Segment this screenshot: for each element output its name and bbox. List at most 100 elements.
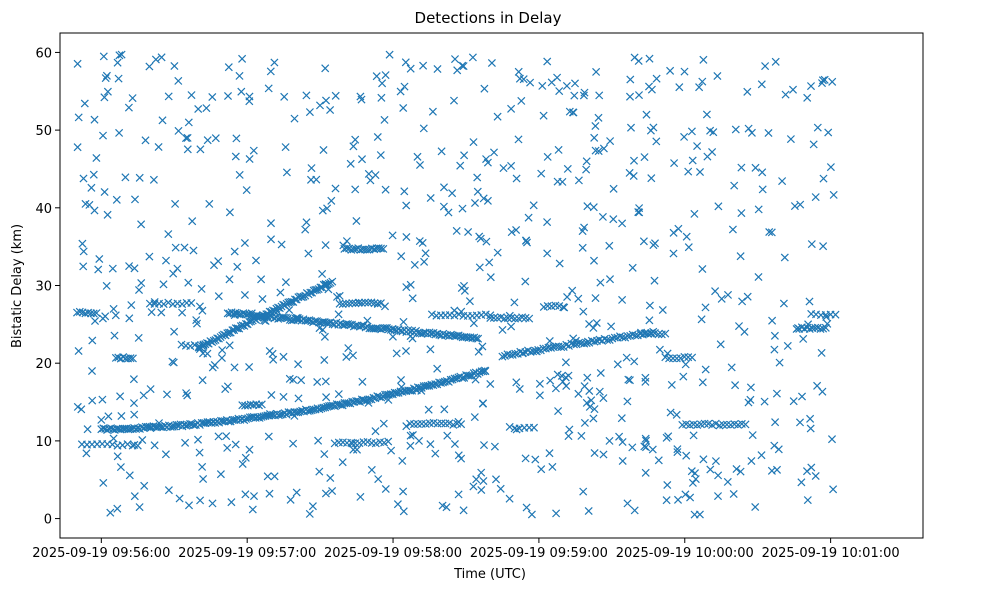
detection-point [223,382,232,391]
detection-point [744,124,753,133]
detection-point [327,196,336,205]
detection-point [666,66,675,75]
detection-point [526,78,535,87]
detection-point [265,409,275,419]
detection-point [667,380,676,389]
detection-point [603,335,612,345]
detection-point [324,285,333,294]
y-tick-label: 30 [35,280,52,295]
detection-point [440,405,449,414]
detection-point [236,322,245,331]
detection-point [127,301,136,310]
detection-point [695,167,705,177]
detection-point [449,96,459,105]
detection-point [690,469,700,478]
detection-point [527,510,536,519]
detection-point [80,99,89,108]
detection-point [459,281,469,290]
detection-point [498,352,507,361]
detection-point [479,441,489,450]
detection-point [491,475,501,484]
detection-point [227,498,236,507]
detection-point [618,437,627,447]
detection-point [279,392,288,401]
detection-point [641,373,650,382]
detection-point [373,299,382,309]
detection-point [372,72,381,81]
detection-point [565,425,574,434]
detection-point [74,113,83,122]
detection-point [249,146,258,155]
detection-point [590,133,599,142]
detection-point [129,399,139,408]
detection-point [203,349,212,358]
detection-point [130,195,140,204]
detection-point [456,161,465,170]
detection-point [512,425,521,434]
detection-point [811,193,820,202]
detection-point [521,277,530,286]
detection-point [560,303,569,312]
detection-point [827,435,837,444]
detection-point [618,456,627,466]
detection-point [384,437,393,446]
detection-point [406,431,415,440]
detection-point [240,238,249,248]
detection-point [263,472,272,481]
detection-point [561,373,570,382]
detection-point [731,125,740,134]
detection-point [554,145,563,154]
detection-point [645,54,654,63]
detection-point [320,450,329,459]
detection-point [367,465,376,474]
detection-point [400,187,409,196]
detection-point [634,91,644,100]
detection-point [265,346,274,356]
detection-point [388,332,397,341]
detection-point [599,394,608,403]
detection-point [130,492,139,501]
detection-point [88,336,97,345]
detection-point [734,322,744,331]
detection-point [824,128,833,137]
detection-point [98,395,107,404]
y-tick-label: 40 [35,202,52,217]
detection-point [803,93,812,102]
detection-point [339,241,348,250]
detection-point [401,58,410,67]
detection-point [108,264,117,273]
detection-point [728,225,737,234]
detection-point [357,298,366,307]
detection-point [154,142,163,152]
detection-point [599,450,608,459]
detection-point [318,206,327,215]
detection-point [514,67,523,76]
detection-point [410,260,419,269]
detection-point [238,54,247,63]
detection-point [775,358,784,367]
detection-point [531,455,540,464]
detection-point [349,142,358,151]
detection-point [507,104,516,113]
detection-point [113,504,122,513]
detection-point [100,187,109,197]
detection-point [635,208,644,217]
detection-point [241,453,250,462]
detection-point [119,352,128,362]
detection-point [98,314,107,323]
detection-point [754,205,763,214]
detection-point [402,283,411,292]
detection-point [285,374,294,383]
detection-point [623,499,632,508]
detection-point [805,297,814,306]
detection-point [197,284,206,293]
detection-point [305,108,314,117]
detection-point [618,333,627,342]
detection-point [470,198,480,208]
detection-point [433,64,442,74]
detection-point [681,490,690,499]
detection-point [819,242,828,251]
detection-point [823,319,832,328]
detection-point [230,363,239,372]
